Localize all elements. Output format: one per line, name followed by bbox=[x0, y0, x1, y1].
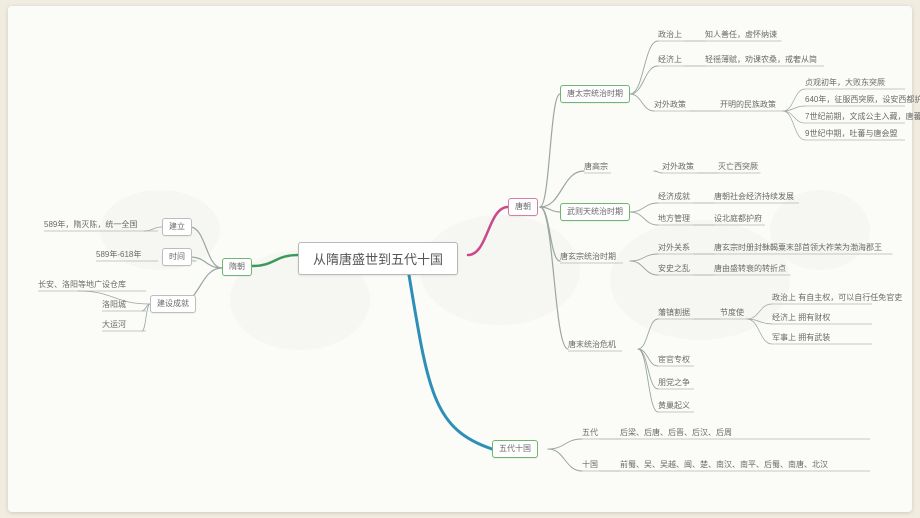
wudai-child-1[interactable]: 十国 bbox=[582, 460, 598, 470]
tang-1-sub-0: 对外政策 bbox=[662, 162, 694, 172]
tang-0-sub-2-rl-3: 9世纪中期，吐蕃与唐会盟 bbox=[805, 129, 897, 139]
sui-child-2-item-0: 长安、洛阳等地广设仓库 bbox=[38, 280, 126, 290]
tang-4-sub-1: 宦官专权 bbox=[658, 355, 690, 365]
tang-0-sub-1: 经济上 bbox=[658, 55, 682, 65]
tang-4-sub-3: 黄巢起义 bbox=[658, 401, 690, 411]
tang-0-sub-2-rl-2: 7世纪前期，文成公主入藏，唐蕃和亲 bbox=[805, 112, 920, 122]
tang-3-sub-0-r: 唐玄宗时册封靺鞨粟末部首领大祚荣为渤海郡王 bbox=[714, 243, 882, 253]
tang-2-sub-0: 经济成就 bbox=[658, 192, 690, 202]
tang-4-sub-0-rl-1: 经济上 拥有财权 bbox=[772, 313, 830, 323]
tang-2-sub-1-r: 设北庭都护府 bbox=[714, 214, 762, 224]
tang-child-1[interactable]: 唐高宗 bbox=[584, 162, 608, 172]
tang-0-sub-2: 对外政策 bbox=[654, 100, 686, 110]
tang-1-sub-0-r: 灭亡西突厥 bbox=[718, 162, 758, 172]
tang-3-sub-1: 安史之乱 bbox=[658, 264, 690, 274]
tang-0-sub-2-r2: 开明的民族政策 bbox=[720, 100, 776, 110]
tang-4-sub-2: 朋党之争 bbox=[658, 378, 690, 388]
sui-child-2[interactable]: 建设成就 bbox=[150, 295, 196, 313]
sui-child-1[interactable]: 时间 bbox=[162, 248, 192, 266]
tang-4-sub-0-rl-0: 政治上 有自主权，可以自行任免官吏 bbox=[772, 293, 902, 303]
sui-child-0[interactable]: 建立 bbox=[162, 218, 192, 236]
sui-node[interactable]: 隋朝 bbox=[222, 258, 252, 276]
tang-0-sub-1-r: 轻徭薄赋，劝课农桑，戒奢从简 bbox=[705, 55, 817, 65]
tang-child-0[interactable]: 唐太宗统治时期 bbox=[560, 85, 630, 103]
tang-0-sub-2-rl-1: 640年，征服西突厥，设安西都护府 bbox=[805, 95, 920, 105]
wudai-node[interactable]: 五代十国 bbox=[492, 440, 538, 458]
tang-0-sub-2-rl-0: 贞观初年，大败东突厥 bbox=[805, 78, 885, 88]
tang-child-2[interactable]: 武则天统治时期 bbox=[560, 203, 630, 221]
wudai-child-0[interactable]: 五代 bbox=[582, 428, 598, 438]
tang-4-sub-0: 藩镇割据 bbox=[658, 308, 690, 318]
tang-child-3[interactable]: 唐玄宗统治时期 bbox=[560, 252, 616, 262]
sui-child-1-txt: 589年-618年 bbox=[96, 250, 141, 260]
tang-3-sub-0: 对外关系 bbox=[658, 243, 690, 253]
sui-child-2-item-2: 大运河 bbox=[102, 320, 126, 330]
sui-child-0-txt: 589年，隋灭陈，统一全国 bbox=[44, 220, 137, 230]
wudai-child-1-r: 前蜀、吴、吴越、闽、楚、南汉、南平、后蜀、南唐、北汉 bbox=[620, 460, 828, 470]
tang-0-sub-0: 政治上 bbox=[658, 30, 682, 40]
root-node[interactable]: 从隋唐盛世到五代十国 bbox=[298, 242, 458, 275]
root-label: 从隋唐盛世到五代十国 bbox=[313, 252, 443, 267]
tang-3-sub-1-r: 唐由盛转衰的转折点 bbox=[714, 264, 786, 274]
tang-4-sub-0-r2: 节度使 bbox=[720, 308, 744, 318]
tang-0-sub-0-r: 知人善任，虚怀纳谏 bbox=[705, 30, 777, 40]
tang-child-4[interactable]: 唐末统治危机 bbox=[568, 340, 616, 350]
tang-4-sub-0-rl-2: 军事上 拥有武装 bbox=[772, 333, 830, 343]
sui-child-2-item-1: 洛阳城 bbox=[102, 300, 126, 310]
wudai-child-0-r: 后梁、后唐、后晋、后汉、后周 bbox=[620, 428, 732, 438]
tang-node[interactable]: 唐朝 bbox=[508, 198, 538, 216]
tang-2-sub-1: 地方管理 bbox=[658, 214, 690, 224]
tang-2-sub-0-r: 唐朝社会经济持续发展 bbox=[714, 192, 794, 202]
